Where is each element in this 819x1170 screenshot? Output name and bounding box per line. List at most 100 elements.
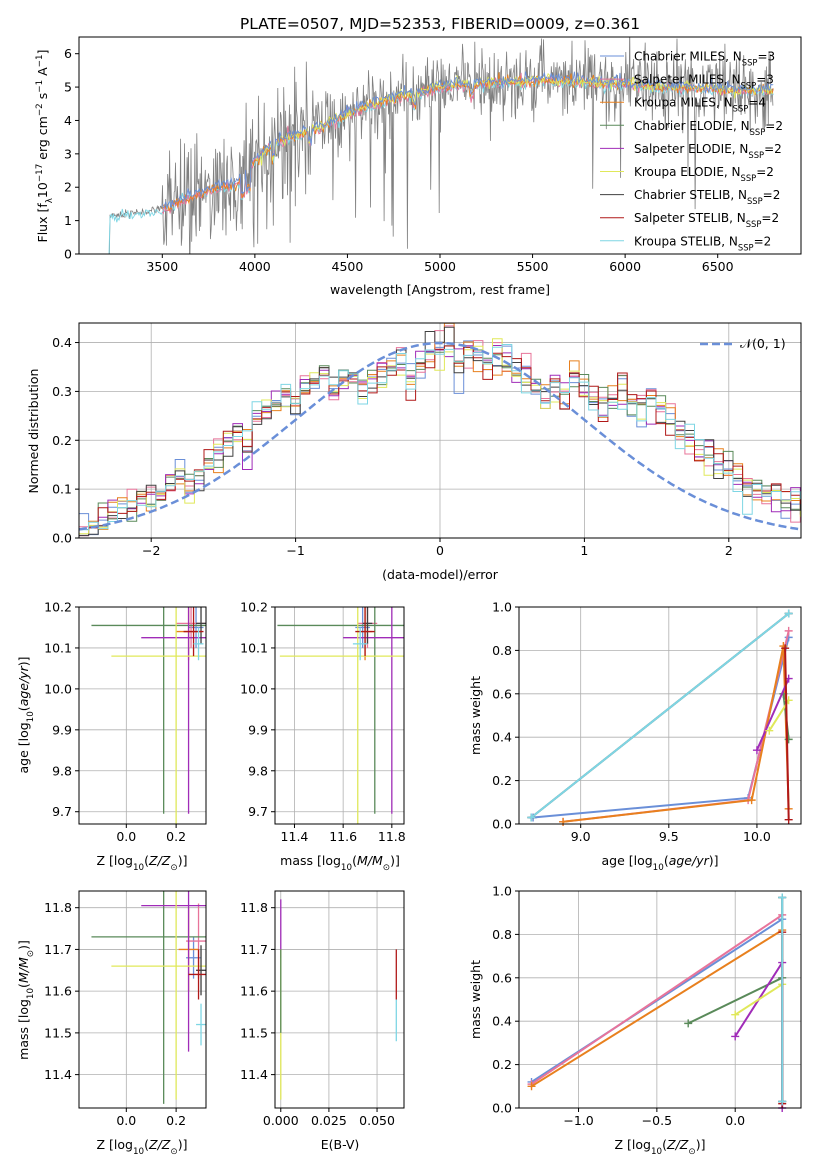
x-axis-label: Z [log10(Z/Z⊙)] bbox=[97, 853, 188, 873]
x-tick-label: 2 bbox=[725, 543, 733, 558]
legend-label: Kroupa MILES, NSSP=4 bbox=[634, 96, 766, 114]
marker-salp_stelib bbox=[781, 644, 790, 653]
y-tick-label: 0 bbox=[64, 247, 72, 262]
y-tick-label: 0.6 bbox=[492, 686, 512, 701]
marker-salp_miles bbox=[784, 626, 793, 635]
y-tick-label: 0.4 bbox=[492, 730, 512, 745]
y-tick-label: 0.3 bbox=[52, 384, 72, 399]
axes-frame bbox=[274, 606, 405, 825]
y-tick-label: 9.8 bbox=[52, 763, 72, 778]
y-tick-label: 11.6 bbox=[44, 984, 72, 999]
y-tick-label: 5 bbox=[64, 80, 72, 95]
histogram-krou_elodie bbox=[79, 338, 801, 538]
legend-label: Salpeter MILES, NSSP=3 bbox=[634, 73, 774, 91]
axes-frame bbox=[518, 890, 802, 1109]
x-axis-label: Z [log10(Z/Z⊙)] bbox=[97, 1137, 188, 1157]
y-tick-label: 0.1 bbox=[52, 482, 72, 497]
legend-label: Salpeter ELODIE, NSSP=2 bbox=[634, 142, 782, 160]
x-tick-label: 1 bbox=[580, 543, 588, 558]
marker-salp_elodie bbox=[752, 746, 761, 755]
age-vs-metallicity-panel: 0.0 0.2 9.7 9.8 9.9 10.0 10.1 10.2 Z [log10(Z/Z⊙… bbox=[16, 600, 207, 873]
y-tick-label: 0.6 bbox=[492, 970, 512, 985]
marker-chab_elodie bbox=[684, 1019, 693, 1028]
y-tick-label: 1.0 bbox=[492, 884, 512, 899]
mass-vs-metallicity-panel: 0.0 0.2 11.4 11.5 11.6 11.7 11.8 Z [log10(Z/Z⊙)… bbox=[16, 890, 207, 1157]
x-tick-label: 3500 bbox=[146, 259, 178, 274]
mass-weight-line-salp_miles bbox=[530, 914, 783, 1085]
figure-title: PLATE=0507, MJD=52353, FIBERID=0009, z=0… bbox=[240, 15, 640, 33]
y-tick-label: 9.7 bbox=[52, 804, 72, 819]
x-axis-label: wavelength [Angstrom, rest frame] bbox=[330, 282, 550, 297]
x-tick-label: 5500 bbox=[517, 259, 549, 274]
y-tick-label: 0.0 bbox=[52, 531, 72, 546]
x-tick-label: 0.0 bbox=[116, 829, 136, 844]
mass-weight-line-krou_miles bbox=[562, 645, 790, 823]
x-tick-label: −0.5 bbox=[642, 1113, 672, 1128]
y-tick-label: 9.8 bbox=[248, 763, 268, 778]
x-axis-label: age [log10(age/yr)] bbox=[601, 853, 718, 873]
marker-krou_stelib bbox=[784, 609, 793, 618]
x-tick-label: 0.2 bbox=[166, 1113, 186, 1128]
y-tick-label: 10.2 bbox=[240, 600, 268, 615]
x-tick-label: 9.5 bbox=[659, 829, 679, 844]
y-tick-label: 0.8 bbox=[492, 927, 512, 942]
y-tick-label: 11.4 bbox=[240, 1067, 268, 1082]
y-tick-label: 9.7 bbox=[248, 804, 268, 819]
mass-weight-vs-metallicity-panel: −1.0 −0.5 0.0 0.0 0.2 0.4 0.6 0.8 1.0 mass weight… bbox=[468, 884, 802, 1157]
age-vs-mass-panel: 11.4 11.6 11.8 9.7 9.8 9.9 10.0 10.1 10.2 mass [l… bbox=[240, 600, 406, 874]
spectrum-data-line bbox=[106, 37, 774, 254]
y-tick-label: 11.8 bbox=[44, 900, 72, 915]
mass-weight-line-salp_elodie bbox=[755, 678, 790, 751]
marker-krou_elodie bbox=[731, 1010, 740, 1019]
marker-krou_elodie bbox=[765, 726, 774, 735]
axes-frame bbox=[518, 606, 802, 825]
y-axis-label: mass [log10(M/M⊙)] bbox=[16, 940, 36, 1060]
x-tick-label: 0.0 bbox=[116, 1113, 136, 1128]
mass-weight-line-krou_miles bbox=[530, 929, 783, 1088]
histogram-salp_stelib bbox=[79, 345, 801, 538]
y-tick-label: 11.5 bbox=[240, 1025, 268, 1040]
marker-salp_stelib bbox=[784, 815, 793, 824]
x-tick-label: 0.050 bbox=[359, 1113, 395, 1128]
y-tick-label: 10.0 bbox=[44, 681, 72, 696]
y-tick-label: 2 bbox=[64, 180, 72, 195]
normal-curve bbox=[79, 341, 799, 531]
y-tick-label: 0.0 bbox=[492, 817, 512, 832]
x-axis-label: E(B-V) bbox=[321, 1137, 360, 1152]
y-tick-label: 11.4 bbox=[44, 1067, 72, 1082]
legend-label: Chabrier ELODIE, NSSP=2 bbox=[634, 119, 783, 137]
marker-krou_stelib bbox=[778, 893, 787, 902]
y-axis-label: mass weight bbox=[468, 676, 483, 755]
y-axis-label: Normed distribution bbox=[26, 369, 41, 494]
marker-krou_stelib bbox=[527, 813, 536, 822]
marker-krou_miles bbox=[559, 817, 568, 826]
axes-frame bbox=[78, 606, 207, 825]
x-tick-label: 0.000 bbox=[263, 1113, 299, 1128]
residual-histogram-panel: −2 −1 0 1 2 0.0 0.1 0.2 0.3 0.4 𝒩(0, 1) (data-model… bbox=[26, 322, 802, 582]
y-axis-label: Flux [fλ10−17 erg cm−2 s−1 A−1] bbox=[35, 50, 55, 243]
x-tick-label: 9.0 bbox=[571, 829, 591, 844]
y-axis-label: mass weight bbox=[468, 960, 483, 1039]
x-tick-label: −1 bbox=[286, 543, 304, 558]
mass-vs-extinction-panel: 0.000 0.025 0.050 11.4 11.5 11.6 11.7 11.8 E(B-V… bbox=[240, 890, 405, 1152]
y-tick-label: 10.0 bbox=[240, 681, 268, 696]
y-tick-label: 11.7 bbox=[44, 942, 72, 957]
y-tick-label: 10.2 bbox=[44, 600, 72, 615]
histogram-krou_stelib bbox=[79, 344, 801, 538]
x-tick-label: 11.6 bbox=[329, 829, 357, 844]
x-axis-label: Z [log10(Z/Z⊙)] bbox=[615, 1137, 706, 1157]
x-axis-label: mass [log10(M/M⊙)] bbox=[280, 853, 400, 873]
mass-weight-line-krou_stelib bbox=[530, 612, 790, 819]
y-tick-label: 1 bbox=[64, 213, 72, 228]
y-tick-label: 3 bbox=[64, 146, 72, 161]
x-tick-label: 6500 bbox=[702, 259, 734, 274]
y-tick-label: 0.8 bbox=[492, 643, 512, 658]
legend-label: Chabrier MILES, NSSP=3 bbox=[634, 50, 775, 68]
legend-label: Chabrier STELIB, NSSP=2 bbox=[634, 188, 780, 206]
x-tick-label: 0 bbox=[436, 543, 444, 558]
marker-salp_elodie bbox=[731, 1032, 740, 1041]
y-tick-label: 10.1 bbox=[44, 640, 72, 655]
x-tick-label: 11.4 bbox=[281, 829, 309, 844]
x-axis-label: (data-model)/error bbox=[382, 567, 499, 582]
x-tick-label: 6000 bbox=[609, 259, 641, 274]
